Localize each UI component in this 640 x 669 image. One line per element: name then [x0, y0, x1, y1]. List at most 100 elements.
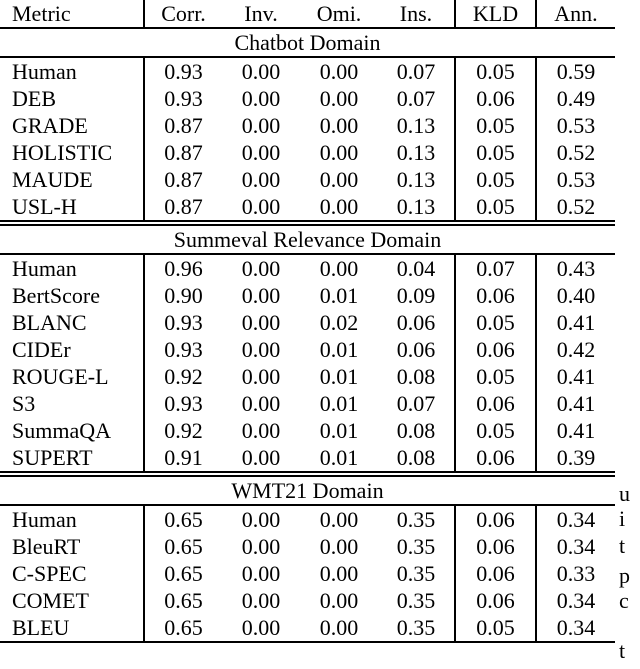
metric-value: 0.00	[319, 59, 359, 84]
metric-value: 0.00	[319, 256, 359, 281]
metric-value: 0.13	[378, 166, 456, 193]
metric-value: 0.06	[455, 336, 537, 363]
edge-text-fragment: p	[619, 563, 630, 588]
metric-value: 0.00	[241, 615, 281, 640]
metric-value: 0.05	[455, 139, 537, 166]
edge-text-fragment: u	[619, 481, 630, 506]
metric-value: 0.09	[378, 282, 456, 309]
metric-value: 0.00	[319, 194, 359, 219]
metric-row: SummaQA 0.92 0.00 0.01 0.08 0.05 0.41	[0, 417, 615, 444]
metric-value: 0.65	[164, 588, 203, 613]
metric-value: 0.00	[241, 507, 281, 532]
metric-value: 0.65	[164, 561, 203, 586]
metric-value: 0.41	[556, 310, 596, 335]
metric-value: 0.52	[556, 140, 596, 165]
section-title: Summeval Relevance Domain	[173, 227, 442, 252]
metric-value: 0.93	[164, 86, 203, 111]
metric-row: SUPERT 0.91 0.00 0.01 0.08 0.06 0.39	[0, 444, 615, 474]
metric-row: Human 0.93 0.00 0.00 0.07 0.05 0.59	[0, 57, 615, 85]
metric-value: 0.06	[455, 560, 537, 587]
metric-name: S3	[0, 390, 145, 417]
column-header-inv: Inv.	[244, 1, 278, 26]
metric-name: COMET	[0, 587, 145, 614]
metric-row: USL-H 0.87 0.00 0.00 0.13 0.05 0.52	[0, 193, 615, 223]
metric-value: 0.00	[241, 59, 281, 84]
metric-row: BLEU 0.65 0.00 0.00 0.35 0.05 0.34	[0, 614, 615, 642]
metric-value: 0.00	[241, 194, 281, 219]
metric-name: Human	[0, 505, 145, 533]
metric-value: 0.00	[319, 561, 359, 586]
metric-value: 0.35	[378, 587, 456, 614]
metric-value: 0.00	[241, 364, 281, 389]
metric-value: 0.35	[378, 614, 456, 642]
metric-value: 0.13	[378, 139, 456, 166]
edge-text-fragment: i	[619, 506, 626, 531]
metric-value: 0.05	[455, 193, 537, 223]
edge-text-fragment: c	[619, 588, 629, 613]
metric-value: 0.06	[455, 85, 537, 112]
metric-value: 0.06	[378, 309, 456, 336]
metric-name: BLEU	[0, 614, 145, 642]
metric-value: 0.91	[164, 445, 203, 470]
column-header-omi: Omi.	[316, 1, 362, 26]
section-title: WMT21 Domain	[231, 478, 384, 503]
metric-row: BLANC 0.93 0.00 0.02 0.06 0.05 0.41	[0, 309, 615, 336]
metric-value: 0.43	[556, 256, 596, 281]
metric-value: 0.90	[164, 283, 203, 308]
metric-row: COMET 0.65 0.00 0.00 0.35 0.06 0.34	[0, 587, 615, 614]
metric-value: 0.34	[556, 507, 596, 532]
metric-value: 0.06	[455, 505, 537, 533]
metric-value: 0.05	[455, 57, 537, 85]
metric-value: 0.65	[164, 615, 203, 640]
metric-value: 0.34	[556, 615, 596, 640]
metric-value: 0.08	[378, 363, 456, 390]
metric-value: 0.49	[556, 86, 596, 111]
metric-value: 0.04	[378, 254, 456, 282]
metric-value: 0.06	[455, 587, 537, 614]
metric-value: 0.93	[164, 337, 203, 362]
metric-value: 0.40	[556, 283, 596, 308]
metric-name: GRADE	[0, 112, 145, 139]
metric-row: GRADE 0.87 0.00 0.00 0.13 0.05 0.53	[0, 112, 615, 139]
metric-value: 0.00	[319, 113, 359, 138]
metric-value: 0.06	[455, 390, 537, 417]
metric-value: 0.93	[164, 391, 203, 416]
metric-value: 0.52	[556, 194, 596, 219]
metric-value: 0.05	[455, 112, 537, 139]
metric-value: 0.05	[455, 166, 537, 193]
metric-value: 0.00	[241, 86, 281, 111]
metric-name: C-SPEC	[0, 560, 145, 587]
section-title-row: WMT21 Domain	[0, 474, 615, 505]
metric-value: 0.00	[241, 140, 281, 165]
metric-row: BertScore 0.90 0.00 0.01 0.09 0.06 0.40	[0, 282, 615, 309]
column-header-kld: KLD	[455, 0, 537, 28]
metric-value: 0.07	[378, 85, 456, 112]
metric-value: 0.00	[241, 113, 281, 138]
metric-value: 0.00	[241, 167, 281, 192]
metric-value: 0.07	[378, 390, 456, 417]
metric-name: BLANC	[0, 309, 145, 336]
section-title-row: Chatbot Domain	[0, 28, 615, 57]
metric-value: 0.00	[319, 507, 359, 532]
metric-value: 0.13	[378, 112, 456, 139]
metric-value: 0.01	[319, 283, 359, 308]
edge-text-fragment: t	[619, 533, 626, 558]
metric-value: 0.39	[556, 445, 596, 470]
metric-value: 0.00	[241, 256, 281, 281]
metric-value: 0.53	[556, 113, 596, 138]
metric-value: 0.33	[556, 561, 596, 586]
metric-value: 0.87	[164, 194, 203, 219]
metric-value: 0.01	[319, 445, 359, 470]
metric-name: Human	[0, 57, 145, 85]
column-header-ins: Ins.	[378, 0, 456, 28]
metric-value: 0.59	[556, 59, 596, 84]
metric-value: 0.87	[164, 167, 203, 192]
metric-value: 0.05	[455, 363, 537, 390]
metric-value: 0.01	[319, 418, 359, 443]
edge-text-fragment: t	[619, 638, 626, 663]
metric-row: ROUGE-L 0.92 0.00 0.01 0.08 0.05 0.41	[0, 363, 615, 390]
metric-name: MAUDE	[0, 166, 145, 193]
metric-value: 0.06	[455, 282, 537, 309]
metric-value: 0.96	[164, 256, 203, 281]
metric-row: MAUDE 0.87 0.00 0.00 0.13 0.05 0.53	[0, 166, 615, 193]
